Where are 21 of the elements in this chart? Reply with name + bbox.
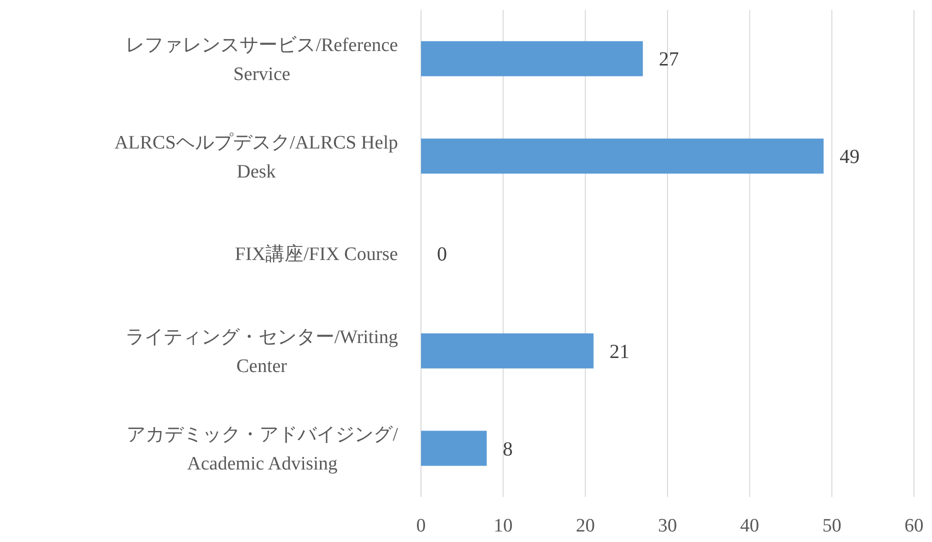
y-tick-label: FIX講座/FIX Course — [234, 243, 398, 266]
data-label: 27 — [658, 48, 679, 71]
data-label: 8 — [502, 438, 513, 460]
x-tick-label: 20 — [576, 516, 595, 537]
y-tick-label: ライティング・センター/Writing Center — [125, 327, 398, 378]
x-tick-label: 10 — [494, 516, 513, 537]
bar — [421, 138, 824, 174]
bar — [421, 430, 487, 466]
data-label: 0 — [437, 244, 447, 266]
x-tick-label: 60 — [904, 516, 924, 537]
x-tick-label: 50 — [822, 516, 842, 537]
x-tick-label: 0 — [416, 516, 426, 537]
bar — [421, 333, 594, 368]
x-tick-label: 40 — [740, 516, 760, 537]
x-tick-label: 30 — [658, 516, 677, 537]
data-label: 21 — [610, 340, 630, 363]
y-tick-label: レファレンスサービス/Reference Service — [126, 34, 398, 85]
y-tick-label: ALRCSヘルプデスク/ALRCS Help Desk — [114, 132, 398, 182]
data-label: 49 — [840, 146, 860, 168]
y-tick-label: アカデミック・アドバイジング/Academic Advising — [126, 424, 399, 474]
bar — [421, 41, 643, 76]
